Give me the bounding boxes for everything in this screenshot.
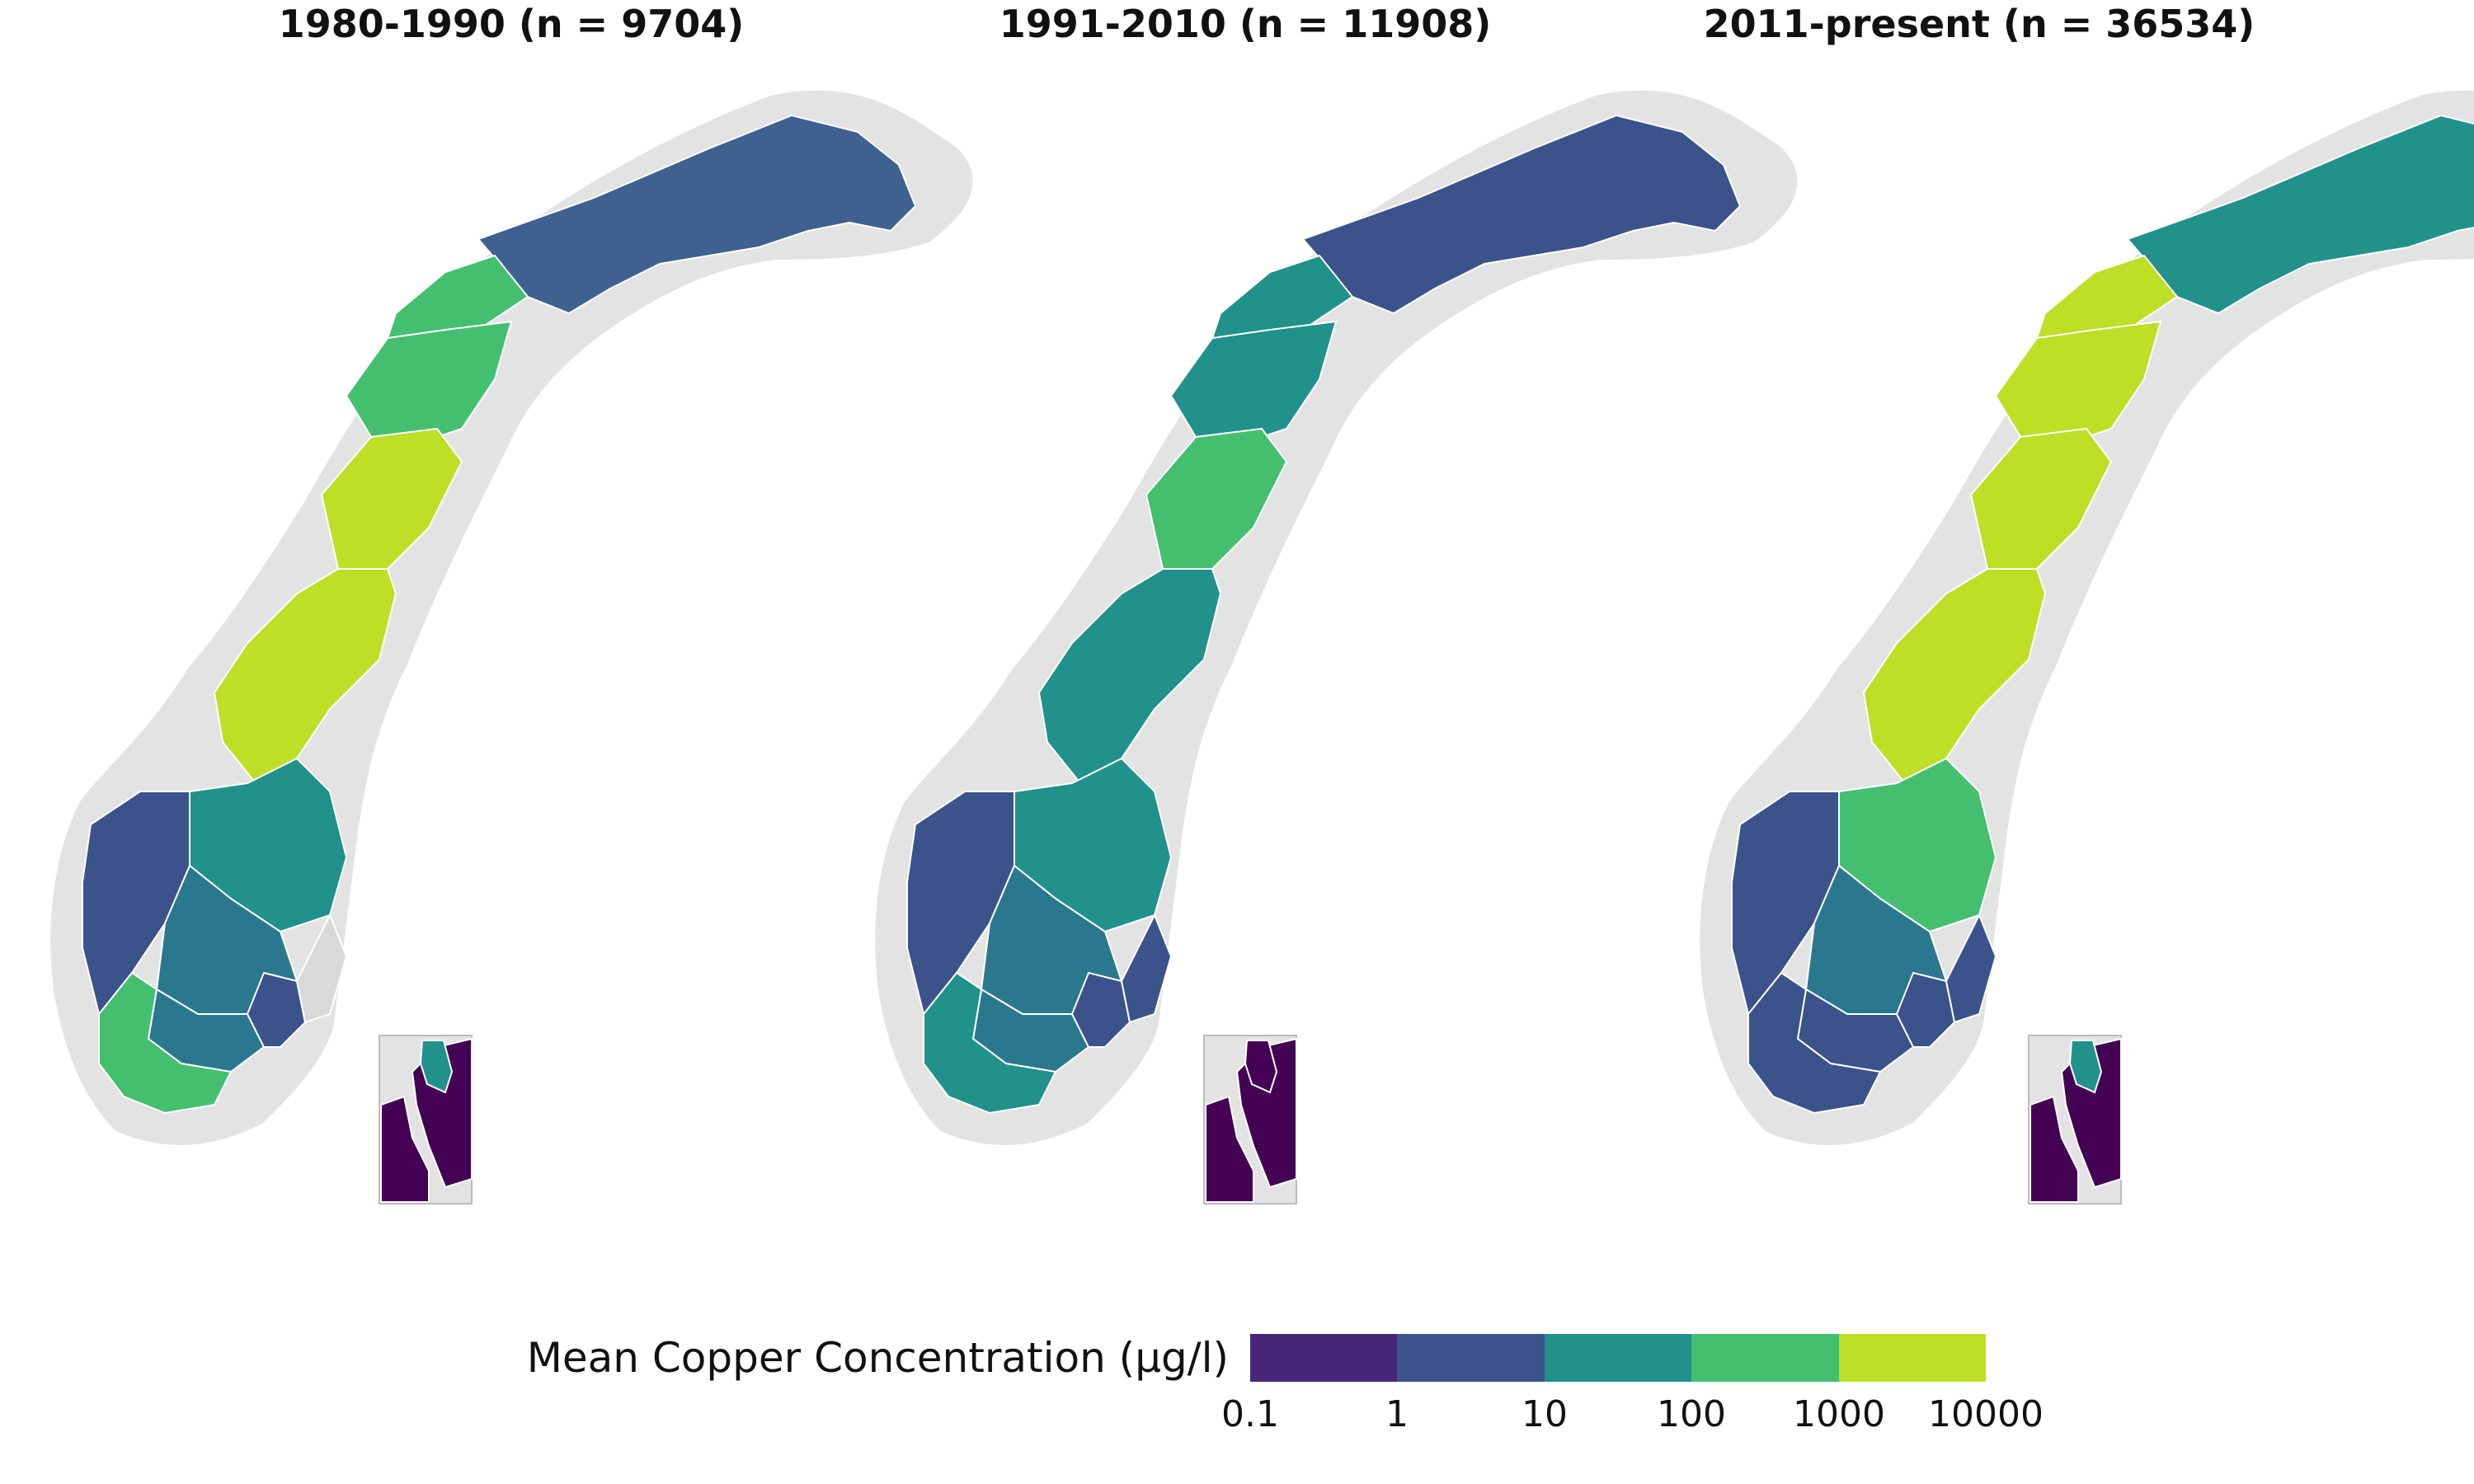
region-oslo-fjord-east: [1120, 913, 1173, 1024]
legend-swatch-10-100: [1544, 1334, 1692, 1382]
legend-tick-10000: 10000: [1928, 1393, 2044, 1435]
region-south-coast: [98, 971, 233, 1115]
region-oslo-fjord-east: [295, 913, 348, 1024]
region-west-coast: [906, 791, 1015, 1017]
region-south-coast: [1747, 971, 1882, 1115]
region-finnmark: [477, 114, 917, 315]
legend-swatch-1-10: [1397, 1334, 1545, 1382]
inset-map: [379, 1035, 473, 1205]
legend-tick-100: 100: [1657, 1393, 1726, 1435]
map-panel-1991-2010: [875, 90, 1798, 1205]
panel-title-1980-1990: 1980-1990 (n = 9704): [278, 2, 745, 46]
legend-colorbar: [1250, 1334, 1987, 1382]
region-west-coast: [1731, 791, 1840, 1017]
region-finnmark: [1301, 114, 1742, 315]
legend-title: Mean Copper Concentration (μg/l): [526, 1334, 1229, 1382]
inset-region-oslo: [2068, 1040, 2103, 1094]
inset-map: [2028, 1035, 2122, 1205]
map-panel-2011-present: [1700, 90, 2474, 1205]
region-trondelag: [1862, 568, 2047, 785]
inset-region-oslo: [1244, 1040, 1278, 1094]
region-west-coast: [82, 791, 190, 1017]
region-finnmark: [2126, 114, 2474, 315]
inset-region-oslo: [419, 1040, 454, 1094]
legend-tick-0.1: 0.1: [1221, 1393, 1279, 1435]
inset-map: [1203, 1035, 1297, 1205]
map-panel-1980-1990: [50, 90, 973, 1205]
region-south-coast: [923, 971, 1057, 1115]
legend-swatch-1000-10000: [1838, 1334, 1987, 1382]
legend-swatch-0.1-1: [1250, 1334, 1398, 1382]
panel-title-2011-present: 2011-present (n = 36534): [1703, 2, 2255, 46]
region-trondelag: [213, 568, 397, 785]
region-trondelag: [1037, 568, 1222, 785]
legend-tick-1000: 1000: [1793, 1393, 1885, 1435]
panel-title-1991-2010: 1991-2010 (n = 11908): [999, 2, 1492, 46]
legend-tick-10: 10: [1522, 1393, 1568, 1435]
region-oslo-fjord-east: [1945, 913, 1997, 1024]
legend-swatch-100-1000: [1691, 1334, 1839, 1382]
legend-tick-1: 1: [1385, 1393, 1409, 1435]
